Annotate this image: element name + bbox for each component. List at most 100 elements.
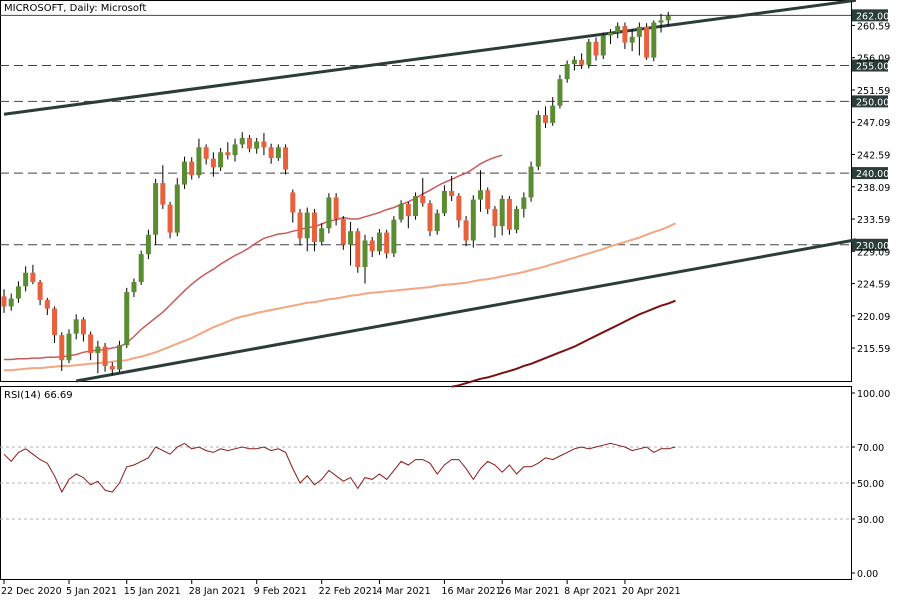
rsi-tick-label: 50.00 [857,479,884,490]
candle-bull [441,191,447,214]
candle-bear [1,296,7,307]
candle-bull [138,254,144,283]
candle-bear [59,335,65,361]
candle-bull [145,234,151,255]
candle-bear [427,203,433,232]
time-tick-label: 22 Feb 2021 [319,586,378,597]
candle-bear [167,204,173,233]
candle-bear [333,197,339,219]
candle-bull [319,228,325,242]
candle-bull [528,166,534,198]
candle-bull [535,115,541,167]
rsi-levels [0,446,851,520]
time-tick-label: 9 Feb 2021 [254,586,307,597]
candle-bear [449,191,455,197]
price-tick-label: 247.09 [857,118,890,129]
candle-bear [210,158,216,168]
candles [1,11,671,376]
price-tick-label: 233.59 [857,215,890,226]
candle-bull [153,183,159,235]
candle-bear [506,198,512,230]
rsi-tick-label: 0.00 [857,569,878,580]
trend-line-lower-channel [75,238,857,383]
candle-bull [131,282,137,293]
candle-bull [254,141,260,149]
candle-bull [66,333,72,361]
candle-bear [622,26,628,43]
price-tick-label: 229.09 [857,247,890,258]
candle-bear [189,161,195,176]
time-tick-label: 16 Mar 2021 [441,586,501,597]
candle-bull [550,105,556,123]
candle-bull [470,199,476,241]
candle-bear [225,152,231,156]
candle-bull [615,26,621,33]
candle-bear [456,196,462,221]
chart-title: MICROSOFT, Daily: Microsoft [4,3,147,14]
candle-bear [283,147,289,170]
level-tag-text-2: 250.00 [856,97,889,108]
candle-bear [52,308,58,336]
level-tag-text-0: 262.00 [856,11,889,22]
time-axis: 22 Dec 2020 5 Jan 2021 15 Jan 2021 28 Jan 2… [1,579,681,597]
price-tick-label: 251.59 [857,86,890,97]
time-tick-label: 4 Mar 2021 [376,586,430,597]
price-tick-label: 242.59 [857,151,890,162]
candle-bear [109,365,115,370]
candle-bear [463,220,469,241]
candle-bear [579,59,585,65]
rsi-tick-label: 100.00 [857,389,890,400]
candle-bear [261,141,267,148]
time-tick-label: 20 Apr 2021 [622,586,681,597]
candle-bull [557,79,563,106]
candle-bull [95,346,101,354]
candle-bull [651,22,657,58]
rsi-axis: 100.00 70.00 50.00 30.00 0.00 [851,389,890,580]
ma-long-line [451,299,676,388]
price-tick-label: 215.59 [857,344,890,355]
time-tick-label: 15 Jan 2021 [124,586,181,597]
level-tag-text-4: 230.00 [856,241,889,252]
candle-bear [80,319,86,335]
candle-bull [586,41,592,65]
time-tick-label: 8 Apr 2021 [564,586,617,597]
candle-bear [369,240,375,252]
rsi-tick-label: 30.00 [857,515,884,526]
level-tag-2 [852,95,888,108]
candle-bull [117,345,123,370]
price-tick-label: 238.09 [857,183,890,194]
candle-bear [420,196,426,204]
price-tick-label: 220.09 [857,312,890,323]
time-tick-label: 5 Jan 2021 [66,586,117,597]
candle-bear [492,208,498,227]
candle-bull [182,161,187,185]
candle-bull [239,137,245,145]
price-tick-label: 260.59 [857,21,890,32]
candle-bull [196,147,202,176]
price-levels [0,14,851,246]
candle-bear [355,231,361,267]
candle-bull [499,198,505,227]
candle-bear [644,26,650,58]
candle-bull [478,190,484,200]
candle-bear [203,147,209,159]
candle-bull [514,208,520,230]
candle-bull [607,32,613,36]
candle-bear [485,190,491,209]
trend-lines [3,0,857,383]
rsi-title: RSI(14) 66.69 [4,390,73,401]
time-tick-label: 28 Jan 2021 [189,586,246,597]
price-axis: 262.00 255.00 250.00 240.00 230.00 260.59 256.… [851,9,890,355]
ma-mid-line [4,222,676,372]
candle-bull [629,36,635,43]
candle-bear [160,183,166,205]
candle-bear [37,282,43,300]
rsi-tick-label: 70.00 [857,443,884,454]
price-tick-label: 256.09 [857,54,890,65]
rsi-series [3,442,676,494]
level-tag-4 [852,238,888,251]
candle-bull [174,184,180,233]
candle-bull [636,26,642,37]
level-tag-text-3: 240.00 [856,169,889,180]
